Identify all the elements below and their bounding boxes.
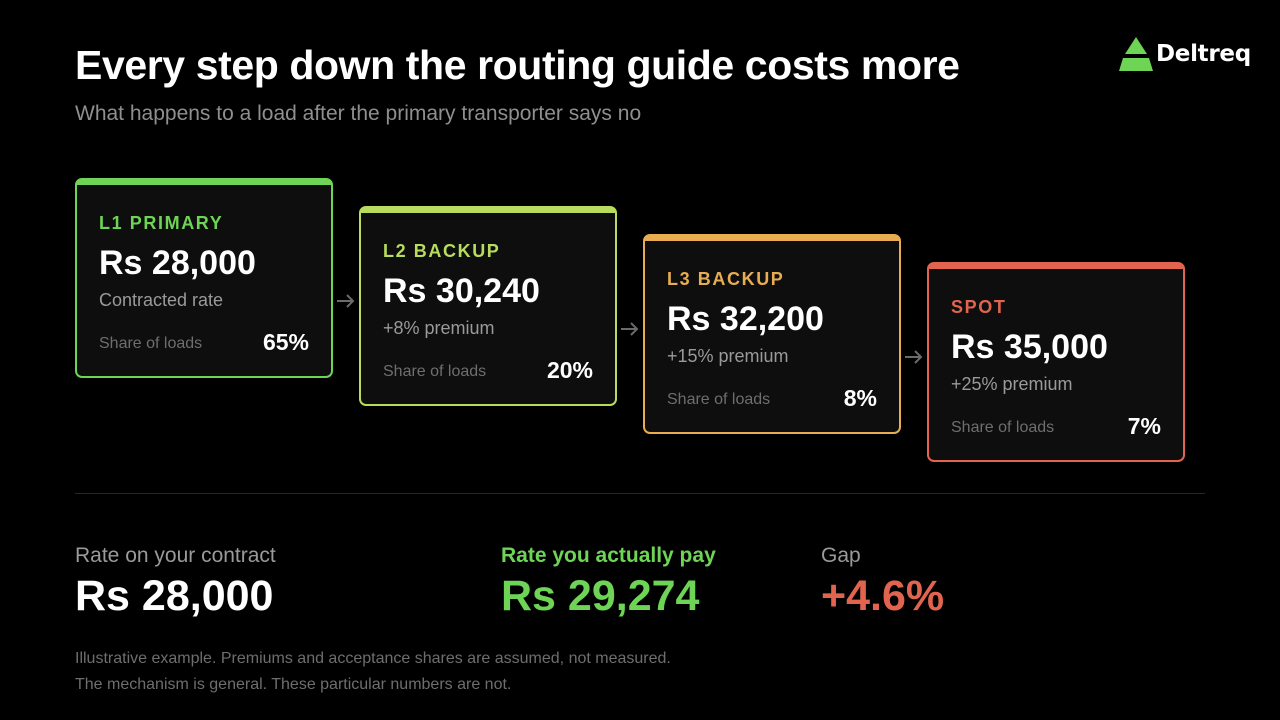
- tier-level: L1 PRIMARY: [99, 213, 224, 233]
- metric-value: +4.6%: [821, 572, 945, 620]
- tier-card-spot: SPOT Rs 35,000 +25% premium Share of loa…: [927, 262, 1185, 462]
- tier-note: Contracted rate: [99, 290, 224, 310]
- footnote-line: The mechanism is general. These particul…: [75, 676, 512, 693]
- tier-share-label: Share of loads: [667, 391, 771, 408]
- tier-share-label: Share of loads: [99, 335, 203, 352]
- section-divider: [75, 493, 1205, 494]
- footnote-line: Illustrative example. Premiums and accep…: [75, 650, 671, 667]
- metric-label: Gap: [821, 544, 861, 567]
- tier-price: Rs 30,240: [383, 272, 540, 310]
- metric-contract-rate: Rate on your contract Rs 28,000: [75, 544, 276, 621]
- tier-price: Rs 28,000: [99, 244, 256, 282]
- tier-share-label: Share of loads: [383, 363, 487, 380]
- arrow-right-icon: [904, 350, 924, 364]
- tier-share-value: 20%: [546, 357, 593, 383]
- page-title: Every step down the routing guide costs …: [75, 42, 960, 88]
- tier-level: SPOT: [951, 297, 1007, 317]
- tier-card-l3-backup: L3 BACKUP Rs 32,200 +15% premium Share o…: [643, 234, 901, 434]
- tier-level: L3 BACKUP: [667, 269, 785, 289]
- tier-share-value: 65%: [262, 329, 309, 355]
- brand-name: Deltreq: [1156, 41, 1251, 67]
- metric-label: Rate on your contract: [75, 544, 276, 567]
- metric-value: Rs 29,274: [501, 572, 700, 620]
- tier-share-label: Share of loads: [951, 419, 1055, 436]
- metric-value: Rs 28,000: [75, 572, 274, 620]
- tier-card-l1-primary: L1 PRIMARY Rs 28,000 Contracted rate Sha…: [75, 178, 333, 378]
- triangle-logo-icon: [1119, 37, 1153, 71]
- tier-card-l2-backup: L2 BACKUP Rs 30,240 +8% premium Share of…: [359, 206, 617, 406]
- brand-logo: Deltreq: [1118, 36, 1251, 72]
- metric-gap: Gap +4.6%: [821, 544, 944, 621]
- page-subtitle: What happens to a load after the primary…: [75, 102, 642, 125]
- tier-note: +15% premium: [667, 346, 789, 366]
- tier-price: Rs 32,200: [667, 300, 824, 338]
- tier-share-value: 8%: [843, 385, 877, 411]
- tier-price: Rs 35,000: [951, 328, 1108, 366]
- footnote: Illustrative example. Premiums and accep…: [75, 646, 671, 698]
- metric-label: Rate you actually pay: [501, 544, 716, 567]
- tier-note: +8% premium: [383, 318, 495, 338]
- metric-actual-rate: Rate you actually pay Rs 29,274: [501, 544, 716, 621]
- tier-level: L2 BACKUP: [383, 241, 501, 261]
- tier-share-value: 7%: [1127, 413, 1161, 439]
- arrow-right-icon: [336, 294, 356, 308]
- arrow-right-icon: [620, 322, 640, 336]
- tier-note: +25% premium: [951, 374, 1073, 394]
